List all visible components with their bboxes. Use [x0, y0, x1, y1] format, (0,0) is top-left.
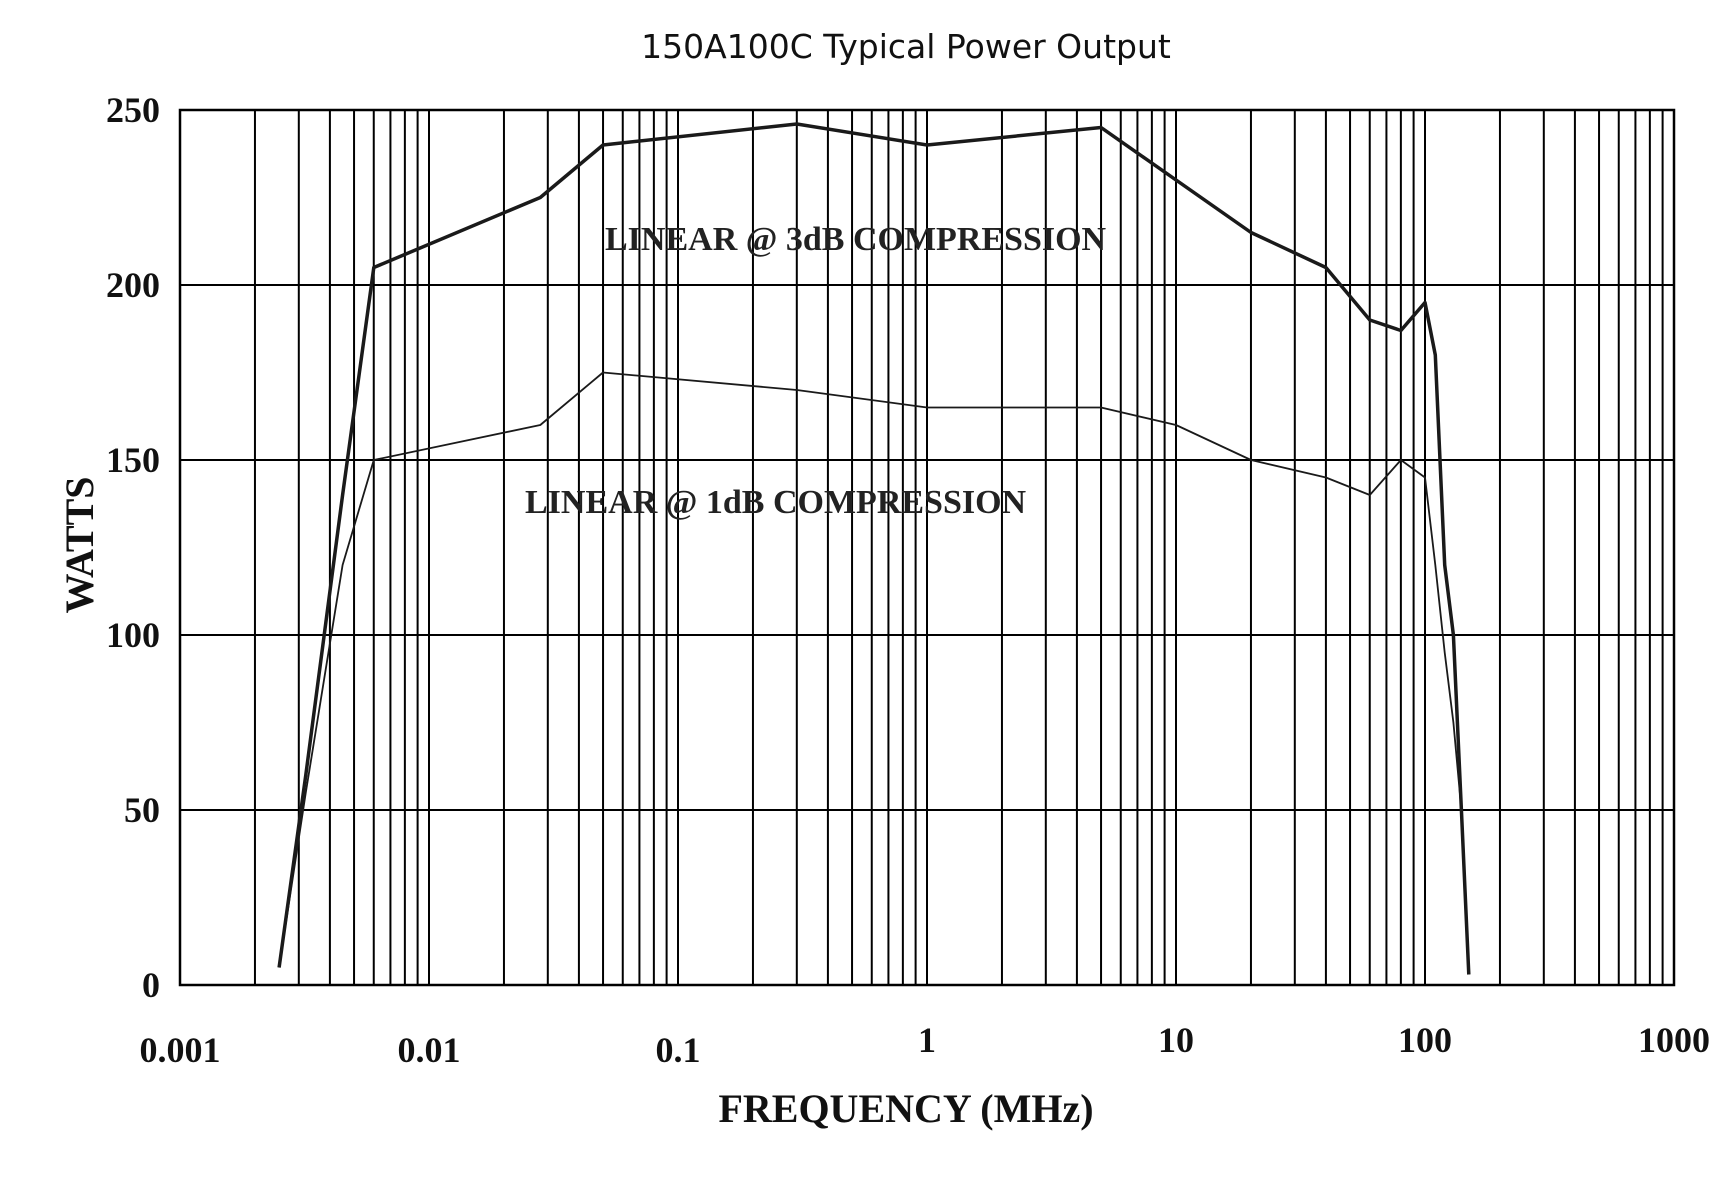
plot-frame — [178, 108, 1676, 987]
y-tick-label: 100 — [106, 615, 160, 655]
x-tick-label: 10 — [1158, 1020, 1194, 1060]
x-tick-label: 1 — [918, 1020, 936, 1060]
y-axis-label: WATTS — [57, 476, 102, 613]
x-tick-label: 100 — [1398, 1020, 1452, 1060]
curve-annotation: LINEAR @ 1dB COMPRESSION — [525, 484, 1027, 521]
x-tick-label: 0.001 — [140, 1030, 221, 1070]
curve-annotation: LINEAR @ 3dB COMPRESSION — [605, 221, 1107, 258]
annotations: LINEAR @ 3dB COMPRESSION LINEAR @ 1dB COM… — [525, 221, 1107, 521]
y-tick-label: 0 — [142, 965, 160, 1005]
x-tick-label: 0.1 — [656, 1030, 701, 1070]
y-tick-labels: 0 50 100 150 200 250 — [106, 90, 160, 1005]
y-tick-label: 50 — [124, 790, 160, 830]
x-tick-label: 1000 — [1638, 1020, 1710, 1060]
chart-title: 150A100C Typical Power Output — [641, 27, 1171, 66]
y-tick-label: 200 — [106, 265, 160, 305]
x-tick-labels: 0.001 0.01 0.1 1 10 100 1000 — [140, 1020, 1711, 1070]
grid — [180, 110, 1674, 985]
series-group — [277, 122, 1471, 975]
series-line-2 — [278, 371, 1470, 975]
y-tick-label: 250 — [106, 90, 160, 130]
y-tick-label: 150 — [106, 440, 160, 480]
series-line-1 — [277, 122, 1471, 975]
x-axis-label: FREQUENCY (MHz) — [718, 1086, 1093, 1131]
x-tick-label: 0.01 — [398, 1030, 461, 1070]
